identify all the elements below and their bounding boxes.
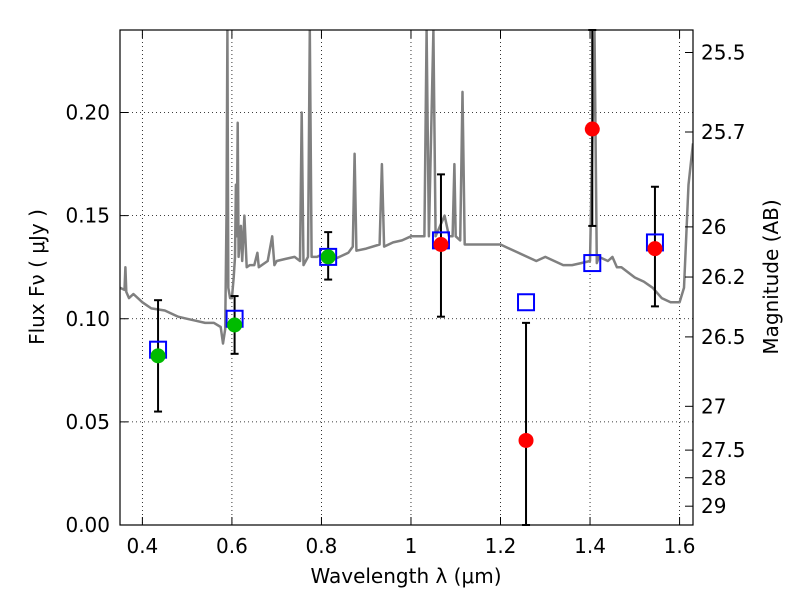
red-data-point xyxy=(519,433,534,448)
x-tick-label: 0.4 xyxy=(126,534,158,558)
green-data-point xyxy=(151,348,166,363)
y-right-tick-label: 25.5 xyxy=(701,41,746,65)
x-tick-label: 1.2 xyxy=(485,534,517,558)
y-right-tick-label: 29 xyxy=(701,494,726,518)
x-tick-label: 1 xyxy=(405,534,418,558)
y-right-tick-label: 27 xyxy=(701,394,726,418)
x-tick-label: 0.6 xyxy=(216,534,248,558)
y-tick-label: 0.10 xyxy=(65,307,110,331)
x-tick-label: 1.4 xyxy=(574,534,606,558)
y-tick-label: 0.20 xyxy=(65,101,110,125)
chart-canvas: 0.4 0.6 0.8 1 1.2 1.4 1.6 0.00 0.05 0.10 0.15 0.20 2… xyxy=(0,0,800,600)
x-axis-label: Wavelength λ (μm) xyxy=(310,564,501,588)
x-tick-label: 0.8 xyxy=(306,534,338,558)
red-data-point xyxy=(585,122,600,137)
y-right-tick-label: 25.7 xyxy=(701,120,746,144)
red-data-point xyxy=(433,237,448,252)
y-tick-label: 0.15 xyxy=(65,204,110,228)
y-axis-right-label: Magnitude (AB) xyxy=(759,199,783,354)
y-right-tick-label: 27.5 xyxy=(701,438,746,462)
y-axis-label: Flux Fν ( μJy ) xyxy=(25,209,49,345)
y-right-tick-label: 26.5 xyxy=(701,325,746,349)
y-right-tick-label: 26 xyxy=(701,215,726,239)
y-right-tick-label: 28 xyxy=(701,466,726,490)
green-data-point xyxy=(227,317,242,332)
y-tick-label: 0.00 xyxy=(65,513,110,537)
y-right-tick-label: 26.2 xyxy=(701,265,746,289)
x-tick-label: 1.6 xyxy=(664,534,696,558)
green-data-point xyxy=(321,249,336,264)
red-data-point xyxy=(647,241,662,256)
y-tick-label: 0.05 xyxy=(65,410,110,434)
